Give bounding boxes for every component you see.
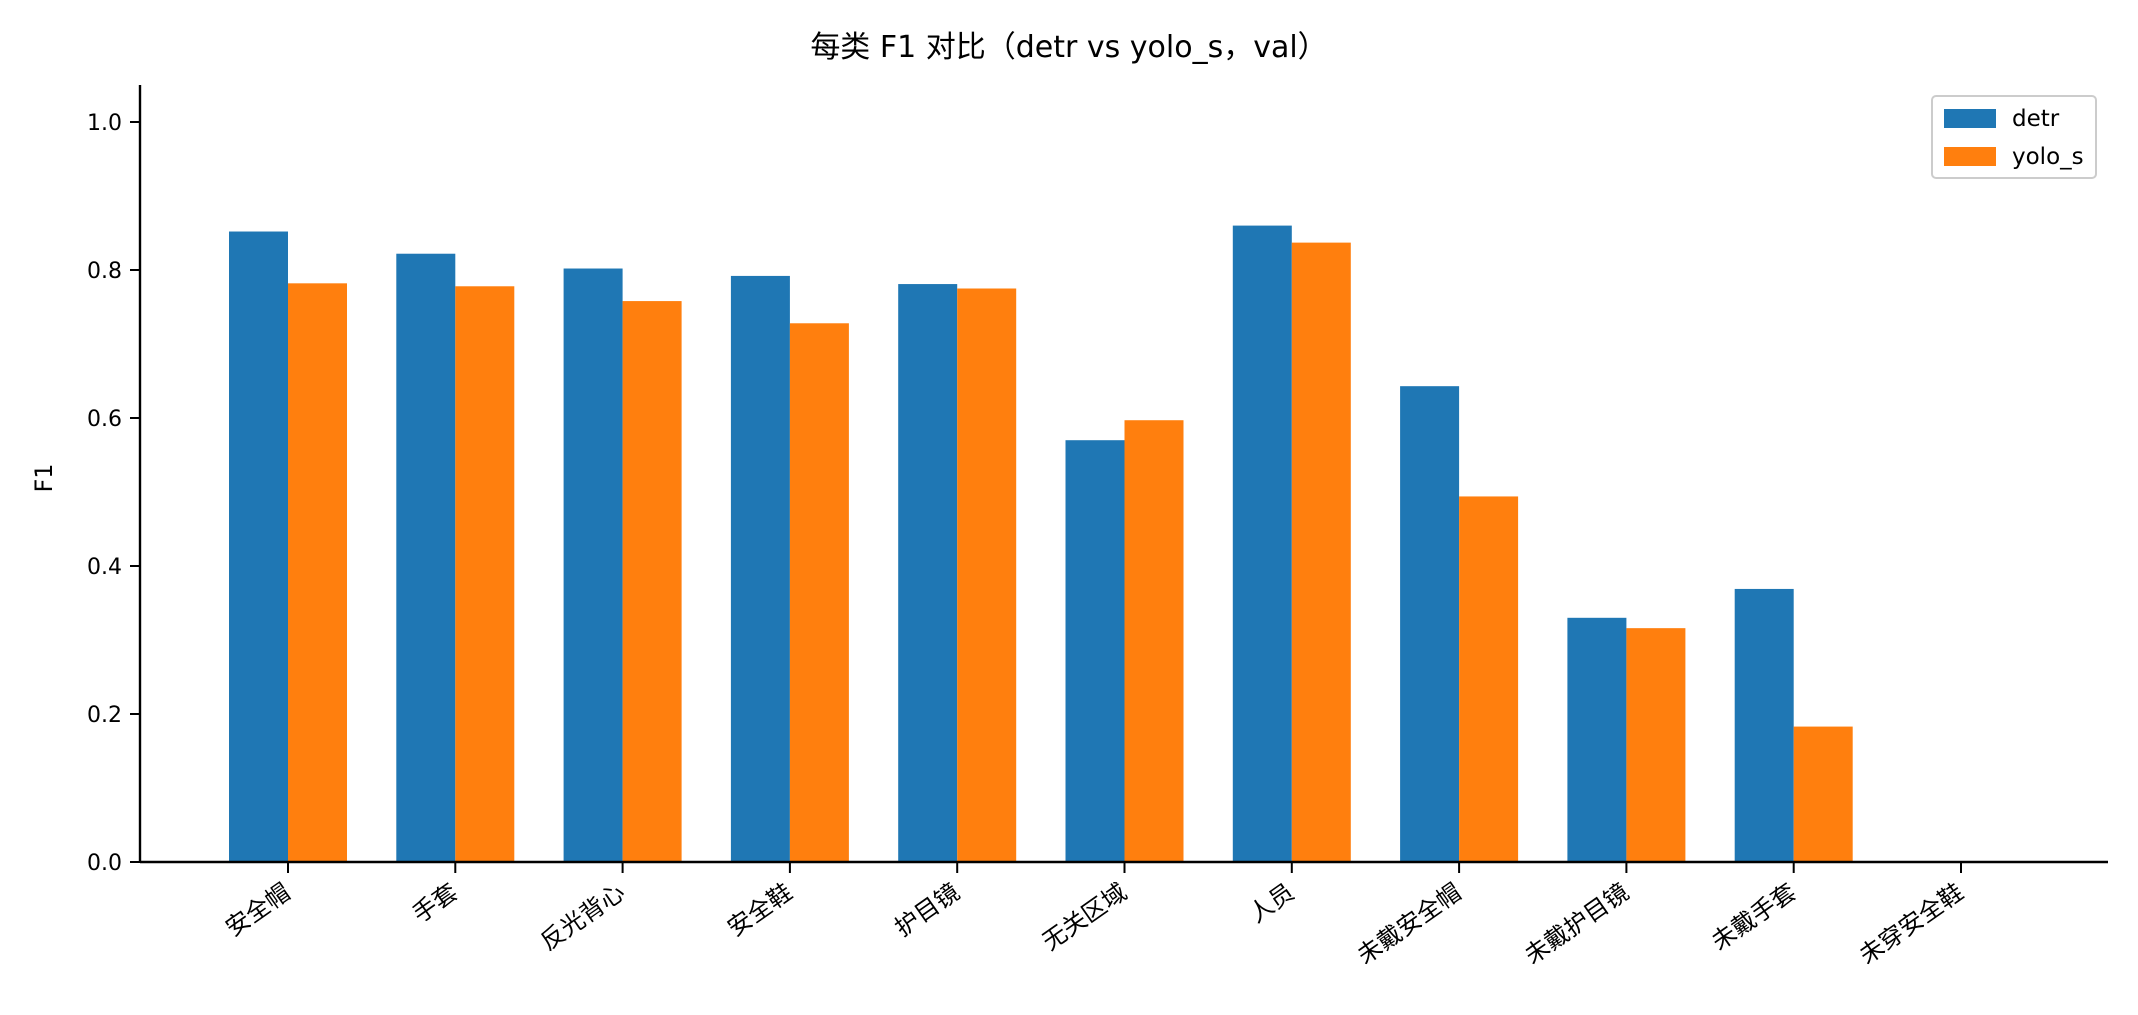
x-axis: 安全帽 手套 反光背心 安全鞋 护目镜 无关区域 人员 未戴安全帽 未戴护目镜 未戴手套 未穿安全鞋 [140,860,2108,970]
bar-detr-8 [1567,617,1627,862]
bar-yolo-s-5 [1124,420,1184,862]
bar-yolo-s-2 [622,301,682,863]
bar-detr-3 [730,275,790,862]
bar-detr-1 [396,253,456,863]
legend-swatch [1944,147,1996,166]
y-tick-label: 0.0 [87,851,122,876]
bar-yolo-s-4 [957,288,1017,862]
chart-title: 每类 F1 对比（detr vs yolo_s，val） [810,30,1327,65]
bar-detr-0 [229,231,288,862]
x-tick-label: 未戴手套 [1706,878,1801,956]
bar-detr-6 [1232,225,1292,863]
y-tick-label: 0.6 [87,407,122,432]
bar-detr-2 [563,268,623,862]
bar-yolo-s-7 [1459,496,1519,862]
bar-detr-7 [1400,386,1460,862]
x-tick-label: 无关区域 [1037,878,1132,956]
bar-yolo-s-6 [1291,242,1351,862]
x-tick-label: 安全鞋 [722,878,797,942]
y-tick-label: 0.2 [87,703,122,728]
x-tick-label: 未戴安全帽 [1352,878,1466,970]
x-tick-label: 手套 [407,878,462,928]
x-tick-label: 人员 [1244,878,1299,928]
bars-group [229,225,1853,863]
y-tick-label: 0.4 [87,555,122,580]
x-tick-label: 护目镜 [890,878,965,942]
legend-label: yolo_s [2012,144,2084,170]
y-tick-label: 0.8 [87,259,122,284]
bar-yolo-s-3 [789,323,849,862]
bar-yolo-s-8 [1626,628,1686,862]
bar-detr-4 [898,284,958,862]
bar-yolo-s-0 [288,283,347,862]
x-tick-label: 反光背心 [535,878,630,956]
bar-detr-9 [1734,588,1794,862]
y-axis: 0.0 0.2 0.4 0.6 0.8 1.0 [87,85,142,876]
y-tick-label: 1.0 [87,111,122,136]
legend: detr yolo_s [1931,95,2097,179]
legend-swatch [1944,109,1996,128]
bar-yolo-s-9 [1793,726,1853,862]
x-tick-label: 安全帽 [220,878,295,942]
bar-yolo-s-1 [455,286,515,862]
x-tick-label: 未穿安全鞋 [1854,878,1968,970]
legend-label: detr [2012,106,2060,132]
y-axis-label: F1 [30,463,58,492]
bar-detr-5 [1065,440,1125,862]
x-tick-label: 未戴护目镜 [1519,878,1633,970]
